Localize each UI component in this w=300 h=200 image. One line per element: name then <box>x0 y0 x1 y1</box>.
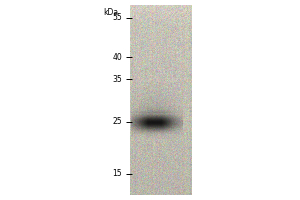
Text: 40: 40 <box>112 52 122 62</box>
Text: 25: 25 <box>112 117 122 127</box>
Text: 55: 55 <box>112 14 122 22</box>
Text: kDa: kDa <box>103 8 118 17</box>
Text: 15: 15 <box>112 170 122 178</box>
Text: 35: 35 <box>112 74 122 84</box>
